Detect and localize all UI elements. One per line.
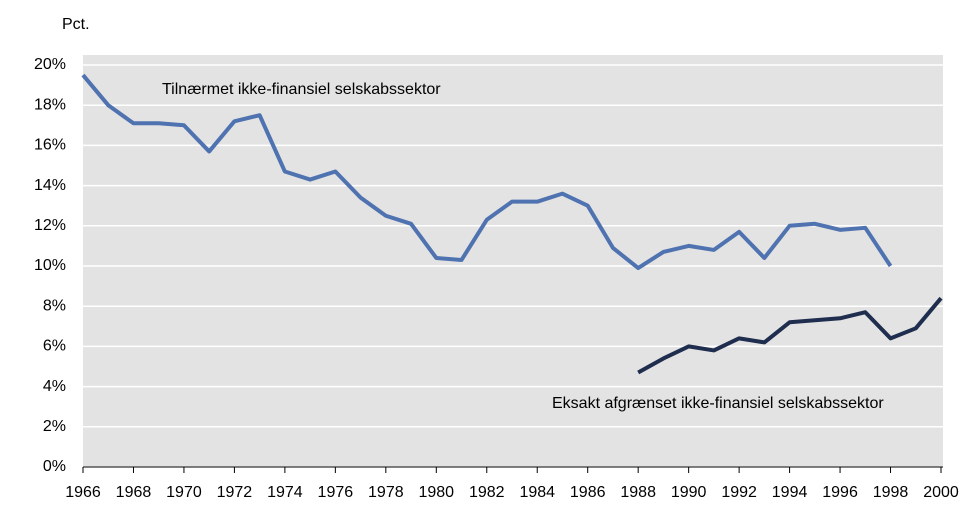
x-tick-label: 1972: [217, 484, 253, 501]
y-tick-label: 8%: [43, 297, 66, 314]
x-tick-label: 1982: [469, 484, 505, 501]
x-tick-label: 2000: [923, 484, 959, 501]
x-tick-label: 1988: [620, 484, 656, 501]
series-label: Eksakt afgrænset ikke-finansiel selskabs…: [552, 395, 884, 412]
x-tick-label: 1976: [318, 484, 354, 501]
y-tick-label: 18%: [34, 96, 66, 113]
x-tick-label: 1994: [772, 484, 808, 501]
series-line: [81, 73, 893, 271]
x-tick-label: 1968: [116, 484, 152, 501]
x-tick-label: 1980: [418, 484, 454, 501]
y-tick-label: 0%: [43, 458, 66, 475]
y-tick-label: 14%: [34, 177, 66, 194]
x-tick-label: 1990: [671, 484, 707, 501]
series-line: [637, 296, 943, 375]
y-tick-label: 2%: [43, 418, 66, 435]
y-tick-label: 10%: [34, 257, 66, 274]
y-axis-label: Pct.: [62, 16, 90, 33]
x-tick-label: 1992: [721, 484, 757, 501]
x-tick-label: 1974: [267, 484, 303, 501]
x-tick-label: 1966: [65, 484, 101, 501]
y-tick-label: 12%: [34, 217, 66, 234]
y-tick-label: 20%: [34, 56, 66, 73]
plot-background: [83, 55, 943, 467]
y-tick-label: 16%: [34, 137, 66, 154]
y-tick-label: 4%: [43, 378, 66, 395]
x-tick-label: 1978: [368, 484, 404, 501]
x-tick-label: 1996: [822, 484, 858, 501]
series-label: Tilnærmet ikke-finansiel selskabssektor: [162, 81, 441, 98]
y-tick-label: 6%: [43, 338, 66, 355]
x-tick-label: 1970: [166, 484, 202, 501]
x-tick-label: 1984: [519, 484, 555, 501]
x-tick-label: 1986: [570, 484, 606, 501]
x-tick-label: 1998: [873, 484, 909, 501]
